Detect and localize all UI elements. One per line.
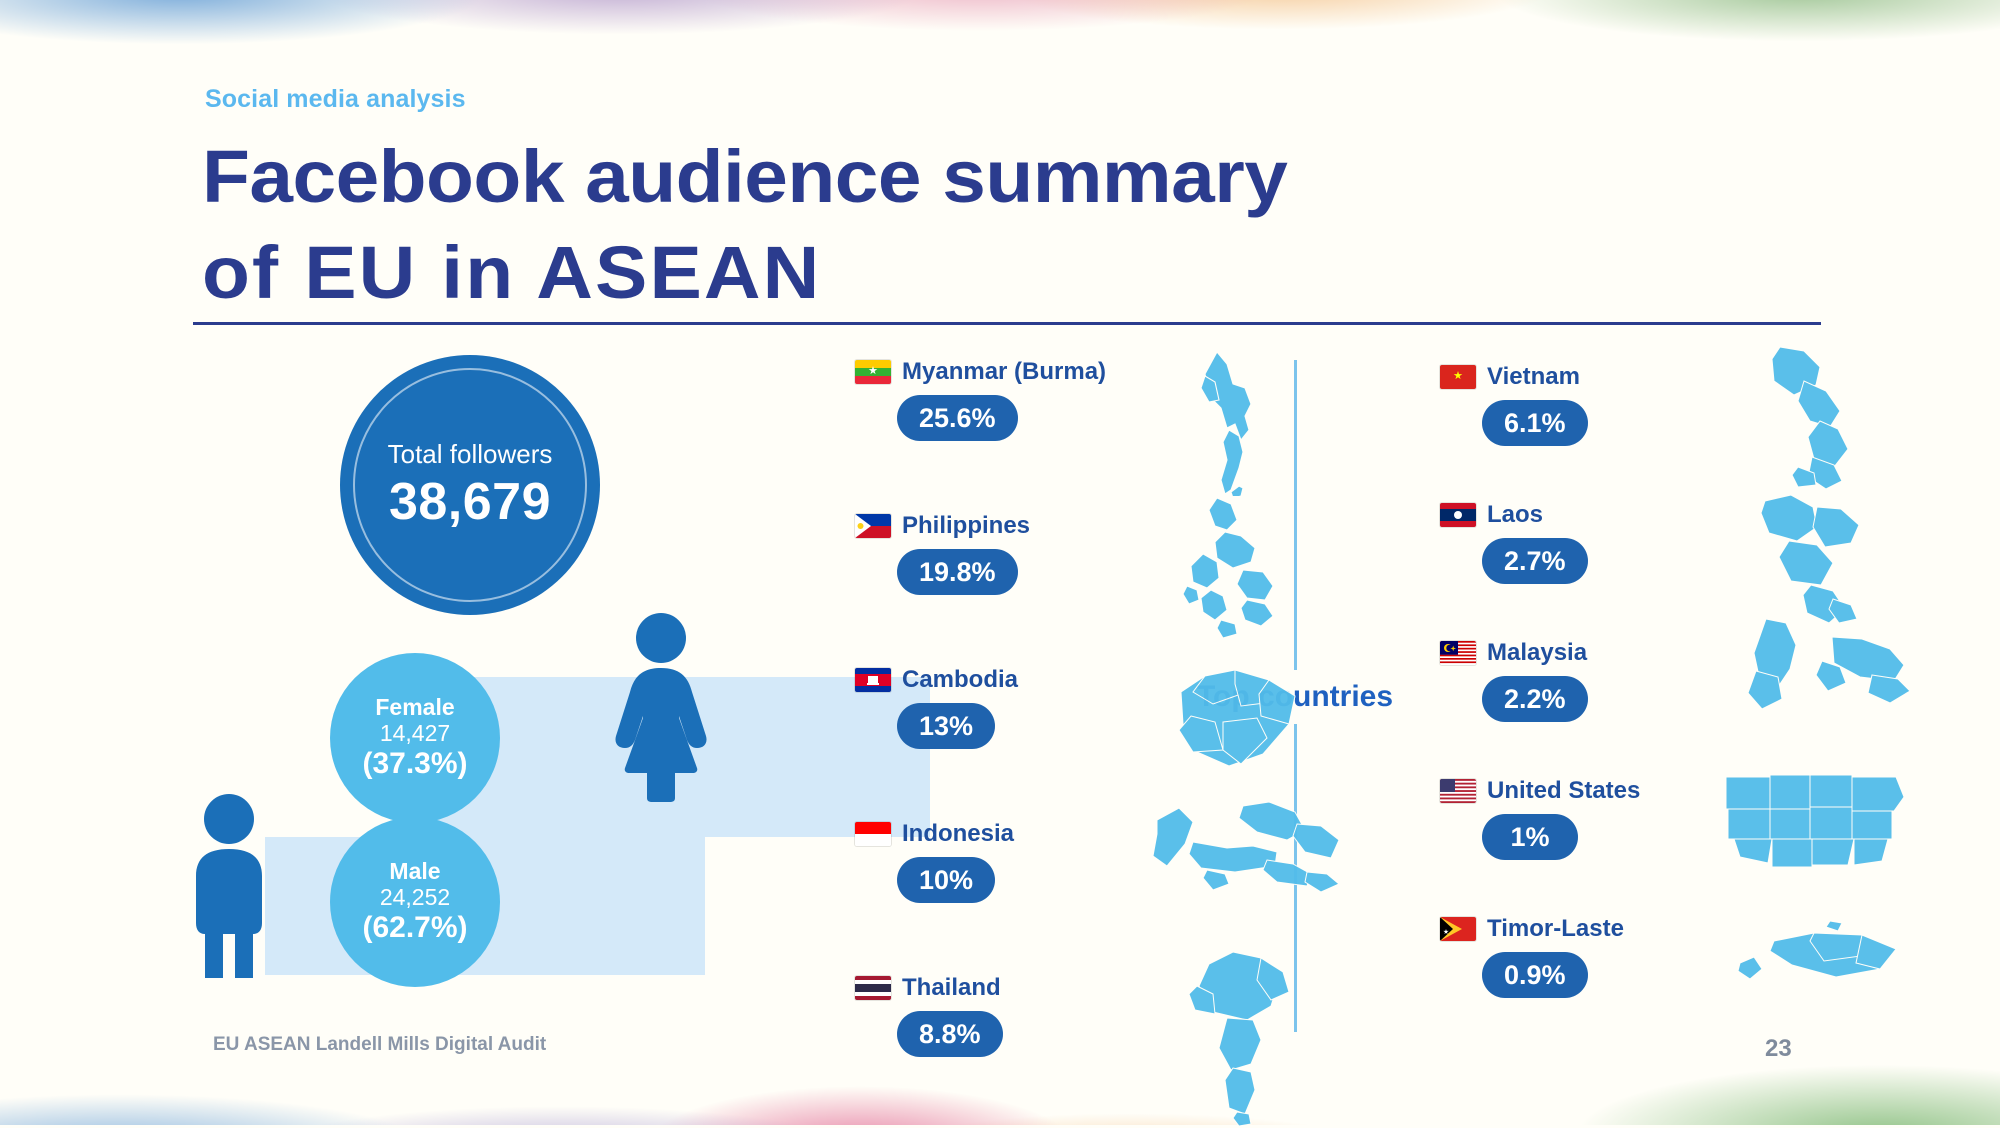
country-name: Thailand [902, 974, 1001, 1001]
flag-malaysia-icon [1440, 641, 1476, 665]
page-number: 23 [1765, 1035, 1792, 1062]
flag-cambodia-icon [855, 668, 891, 692]
map-thailand-icon [1171, 946, 1301, 1126]
flag-vietnam-icon [1440, 365, 1476, 389]
country-header: Cambodia [855, 666, 1295, 694]
country-header: Indonesia [855, 820, 1295, 848]
gender-split-chart: Female 14,427 (37.3%) Male 24,252 (62.7%… [185, 613, 930, 987]
country-row: Malaysia 2.2% [1440, 618, 1911, 777]
map-myanmar-icon [1165, 346, 1295, 496]
male-percent: (62.7%) [362, 911, 468, 945]
country-name: Timor-Laste [1487, 915, 1624, 942]
section-kicker: Social media analysis [205, 85, 466, 113]
female-percent: (37.3%) [362, 747, 468, 781]
countries-column-left: Myanmar (Burma) 25.6% Philippines 19.8% [855, 351, 1340, 1128]
male-figure-icon [170, 793, 288, 978]
country-header: Timor-Laste [1440, 915, 1880, 943]
female-label: Female [375, 693, 455, 720]
footer-note: EU ASEAN Landell Mills Digital Audit [213, 1034, 547, 1055]
country-percent-pill: 1% [1482, 814, 1578, 860]
country-header: United States [1440, 777, 1880, 805]
country-row: Laos 2.7% [1440, 494, 1880, 639]
page-title: Facebook audience summary of EU in ASEAN [202, 140, 1288, 314]
country-name: Laos [1487, 501, 1544, 528]
country-percent-pill: 2.2% [1482, 676, 1588, 722]
title-underline-rule [193, 322, 1821, 325]
female-stat-bubble: Female 14,427 (37.3%) [330, 653, 500, 823]
flag-myanmar-icon [855, 360, 891, 384]
male-label: Male [389, 857, 441, 884]
country-percent-pill: 8.8% [897, 1011, 1003, 1057]
country-header: Thailand [855, 974, 1295, 1002]
country-name: Philippines [902, 512, 1031, 539]
country-row: United States 1% [1440, 774, 1905, 915]
flag-thailand-icon [855, 976, 891, 1000]
flag-united-states-icon [1440, 779, 1476, 803]
map-philippines-icon [1151, 494, 1301, 644]
flag-indonesia-icon [855, 822, 891, 846]
page-title-line-1: Facebook audience summary [202, 135, 1288, 218]
country-row: Indonesia 10% [855, 801, 1340, 974]
map-malaysia-icon [1722, 613, 1912, 733]
country-name: Malaysia [1487, 639, 1588, 666]
map-cambodia-icon [1163, 662, 1303, 772]
male-count: 24,252 [379, 883, 451, 910]
country-percent-pill: 0.9% [1482, 952, 1588, 998]
country-percent-pill: 13% [897, 703, 996, 749]
country-percent-pill: 25.6% [897, 395, 1018, 441]
country-row: Cambodia 13% [855, 666, 1296, 820]
flag-timor-laste-icon [1440, 917, 1476, 941]
map-timor-laste-icon [1722, 919, 1902, 999]
page-title-line-2: of EU in ASEAN [202, 231, 822, 314]
total-followers-label: Total followers [387, 438, 553, 469]
top-gradient-band [0, 0, 2000, 70]
country-name: Vietnam [1487, 363, 1580, 390]
country-name: United States [1487, 777, 1641, 804]
country-name: Cambodia [902, 666, 1019, 693]
country-row: Vietnam 6.1% [1440, 346, 1880, 501]
male-stat-bubble: Male 24,252 (62.7%) [330, 817, 500, 987]
flag-laos-icon [1440, 503, 1476, 527]
country-row: Thailand 8.8% [855, 951, 1295, 1128]
map-united-states-icon [1718, 763, 1908, 881]
country-header: Vietnam [1440, 363, 1880, 391]
countries-column-right: Vietnam 6.1% Laos 2.7% [1440, 346, 1911, 1053]
total-followers-value: 38,679 [388, 472, 552, 531]
country-percent-pill: 10% [897, 857, 996, 903]
country-row: Timor-Laste 0.9% [1440, 915, 1897, 1053]
country-header: Laos [1440, 501, 1880, 529]
map-vietnam-icon [1750, 341, 1870, 491]
country-row: Myanmar (Burma) 25.6% [855, 351, 1295, 512]
flag-philippines-icon [855, 514, 891, 538]
country-header: Myanmar (Burma) [855, 358, 1295, 386]
map-laos-icon [1741, 481, 1886, 626]
country-name: Indonesia [902, 820, 1015, 847]
country-header: Philippines [855, 512, 1295, 540]
country-row: Philippines 19.8% [855, 497, 1295, 666]
map-indonesia-icon [1147, 798, 1347, 908]
country-percent-pill: 6.1% [1482, 400, 1588, 446]
country-name: Myanmar (Burma) [902, 358, 1107, 385]
total-followers-badge: Total followers 38,679 [340, 355, 600, 615]
country-percent-pill: 2.7% [1482, 538, 1588, 584]
country-percent-pill: 19.8% [897, 549, 1018, 595]
female-count: 14,427 [379, 719, 451, 746]
country-header: Malaysia [1440, 639, 1880, 667]
female-figure-icon [600, 612, 722, 802]
